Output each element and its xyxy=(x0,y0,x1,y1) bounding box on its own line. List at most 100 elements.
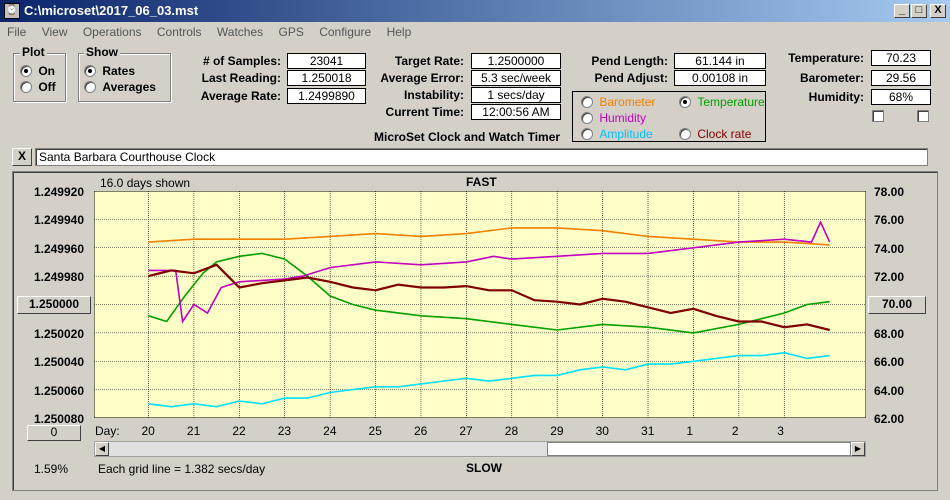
show-averages-radio[interactable] xyxy=(84,81,96,93)
menu-help[interactable]: Help xyxy=(386,25,412,39)
right-center-button[interactable]: 70.00 xyxy=(868,296,926,314)
clock-name-field[interactable]: Santa Barbara Courthouse Clock xyxy=(35,148,928,166)
average-error-label: Average Error: xyxy=(380,71,464,85)
overlay-clock-rate-option[interactable]: Clock rate xyxy=(679,127,751,141)
menu-file[interactable]: File xyxy=(7,25,27,39)
left-tick: 1.250080 xyxy=(33,412,84,426)
chart-panel xyxy=(12,171,938,491)
series-line-barometer xyxy=(148,227,830,246)
temperature-value: 70.23 xyxy=(871,50,931,66)
pend-adjust-label: Pend Adjust: xyxy=(594,71,668,85)
scroll-right-arrow[interactable]: ▶ xyxy=(851,442,865,456)
series-line-amplitude xyxy=(148,351,830,408)
clear-clock-button[interactable]: X xyxy=(12,148,32,166)
app-subtitle: MicroSet Clock and Watch Timer xyxy=(374,130,561,144)
samples-label: # of Samples: xyxy=(202,54,281,68)
overlay-humidity-option[interactable]: Humidity xyxy=(581,111,646,125)
menu-configure[interactable]: Configure xyxy=(319,25,372,39)
overlay-clock-rate-radio[interactable] xyxy=(679,128,691,140)
show-group xyxy=(78,53,171,102)
humidity-label: Humidity: xyxy=(808,90,864,104)
minimize-button[interactable]: _ xyxy=(894,4,910,18)
overlay-clock-rate-label: Clock rate xyxy=(697,127,752,141)
scroll-thumb[interactable] xyxy=(547,442,851,456)
day-tick: 20 xyxy=(141,424,155,438)
right-tick: 76.00 xyxy=(874,213,905,227)
plot-off-option[interactable]: Off xyxy=(20,80,56,94)
samples-value: 23041 xyxy=(287,53,366,69)
right-tick: 64.00 xyxy=(874,384,905,398)
overlay-barometer-radio[interactable] xyxy=(581,96,593,108)
plot-on-radio[interactable] xyxy=(20,65,32,77)
left-tick: 1.249960 xyxy=(33,242,84,256)
show-rates-label: Rates xyxy=(102,64,136,78)
right-tick: 78.00 xyxy=(874,185,905,199)
overlay-amplitude-radio[interactable] xyxy=(581,128,593,140)
overlay-barometer-option[interactable]: Barometer xyxy=(581,95,655,109)
pend-length-value[interactable]: 61.144 in xyxy=(674,53,766,69)
time-scrollbar[interactable]: ◀ ▶ xyxy=(94,441,866,457)
overlay-humidity-radio[interactable] xyxy=(581,112,593,124)
left-bottom-button[interactable]: 0 xyxy=(27,425,81,441)
left-tick: 1.249940 xyxy=(33,213,84,227)
left-tick: 1.250020 xyxy=(33,327,84,341)
menu-gps[interactable]: GPS xyxy=(278,25,304,39)
right-tick: 62.00 xyxy=(874,412,905,426)
left-tick: 1.249980 xyxy=(33,270,84,284)
fast-label: FAST xyxy=(466,175,497,189)
window-title: C:\microset\2017_06_03.mst xyxy=(24,3,199,18)
menu-bar: File View Operations Controls Watches GP… xyxy=(0,22,950,42)
left-center-button[interactable]: 1.250000 xyxy=(17,296,91,314)
day-tick: 30 xyxy=(595,424,609,438)
show-rates-radio[interactable] xyxy=(84,65,96,77)
day-tick: 31 xyxy=(641,424,655,438)
average-rate-label: Average Rate: xyxy=(200,89,281,103)
left-option-checkbox[interactable] xyxy=(872,110,884,122)
menu-operations[interactable]: Operations xyxy=(82,25,142,39)
menu-watches[interactable]: Watches xyxy=(216,25,264,39)
target-rate-value[interactable]: 1.2500000 xyxy=(471,53,561,69)
series-line-humidity xyxy=(148,220,831,324)
day-tick: 22 xyxy=(232,424,246,438)
menu-controls[interactable]: Controls xyxy=(156,25,202,39)
barometer-label: Barometer: xyxy=(799,71,864,85)
show-averages-option[interactable]: Averages xyxy=(84,80,156,94)
days-shown: 16.0 days shown xyxy=(100,176,191,190)
day-axis-label: Day: xyxy=(95,424,120,438)
left-tick: 1.250040 xyxy=(33,355,84,369)
menu-view[interactable]: View xyxy=(41,25,68,39)
close-button[interactable]: X xyxy=(930,4,946,18)
title-bar: ⌚ C:\microset\2017_06_03.mst _ □ X xyxy=(0,0,950,22)
slow-label: SLOW xyxy=(466,461,502,475)
instability-label: Instability: xyxy=(403,88,464,102)
day-tick: 24 xyxy=(323,424,337,438)
grid-note: Each grid line = 1.382 secs/day xyxy=(98,462,266,476)
barometer-value: 29.56 xyxy=(871,70,931,86)
right-tick: 68.00 xyxy=(874,327,905,341)
day-tick: 27 xyxy=(459,424,473,438)
day-tick: 21 xyxy=(186,424,201,438)
overlay-barometer-label: Barometer xyxy=(599,95,656,109)
instability-value: 1 secs/day xyxy=(471,87,561,103)
target-rate-label: Target Rate: xyxy=(394,54,464,68)
day-tick: 3 xyxy=(777,424,784,438)
plot-off-radio[interactable] xyxy=(20,81,32,93)
plot-group-label: Plot xyxy=(20,45,47,59)
maximize-button[interactable]: □ xyxy=(911,4,927,18)
plot-on-option[interactable]: On xyxy=(20,64,55,78)
right-tick: 72.00 xyxy=(874,270,905,284)
overlay-amplitude-option[interactable]: Amplitude xyxy=(581,127,653,141)
overlay-temperature-radio[interactable] xyxy=(679,96,691,108)
day-tick: 1 xyxy=(686,424,694,438)
current-time-value: 12:00:56 AM xyxy=(471,104,561,120)
pend-length-label: Pend Length: xyxy=(591,54,668,68)
right-tick: 74.00 xyxy=(874,242,905,256)
last-reading-value: 1.250018 xyxy=(287,70,366,86)
overlay-temperature-option[interactable]: Temperature xyxy=(679,95,765,109)
day-tick: 25 xyxy=(368,424,382,438)
overlay-temperature-label: Temperature xyxy=(697,95,765,109)
scroll-left-arrow[interactable]: ◀ xyxy=(95,442,109,456)
left-tick: 1.249920 xyxy=(33,185,84,199)
right-option-checkbox[interactable] xyxy=(917,110,929,122)
show-rates-option[interactable]: Rates xyxy=(84,64,135,78)
